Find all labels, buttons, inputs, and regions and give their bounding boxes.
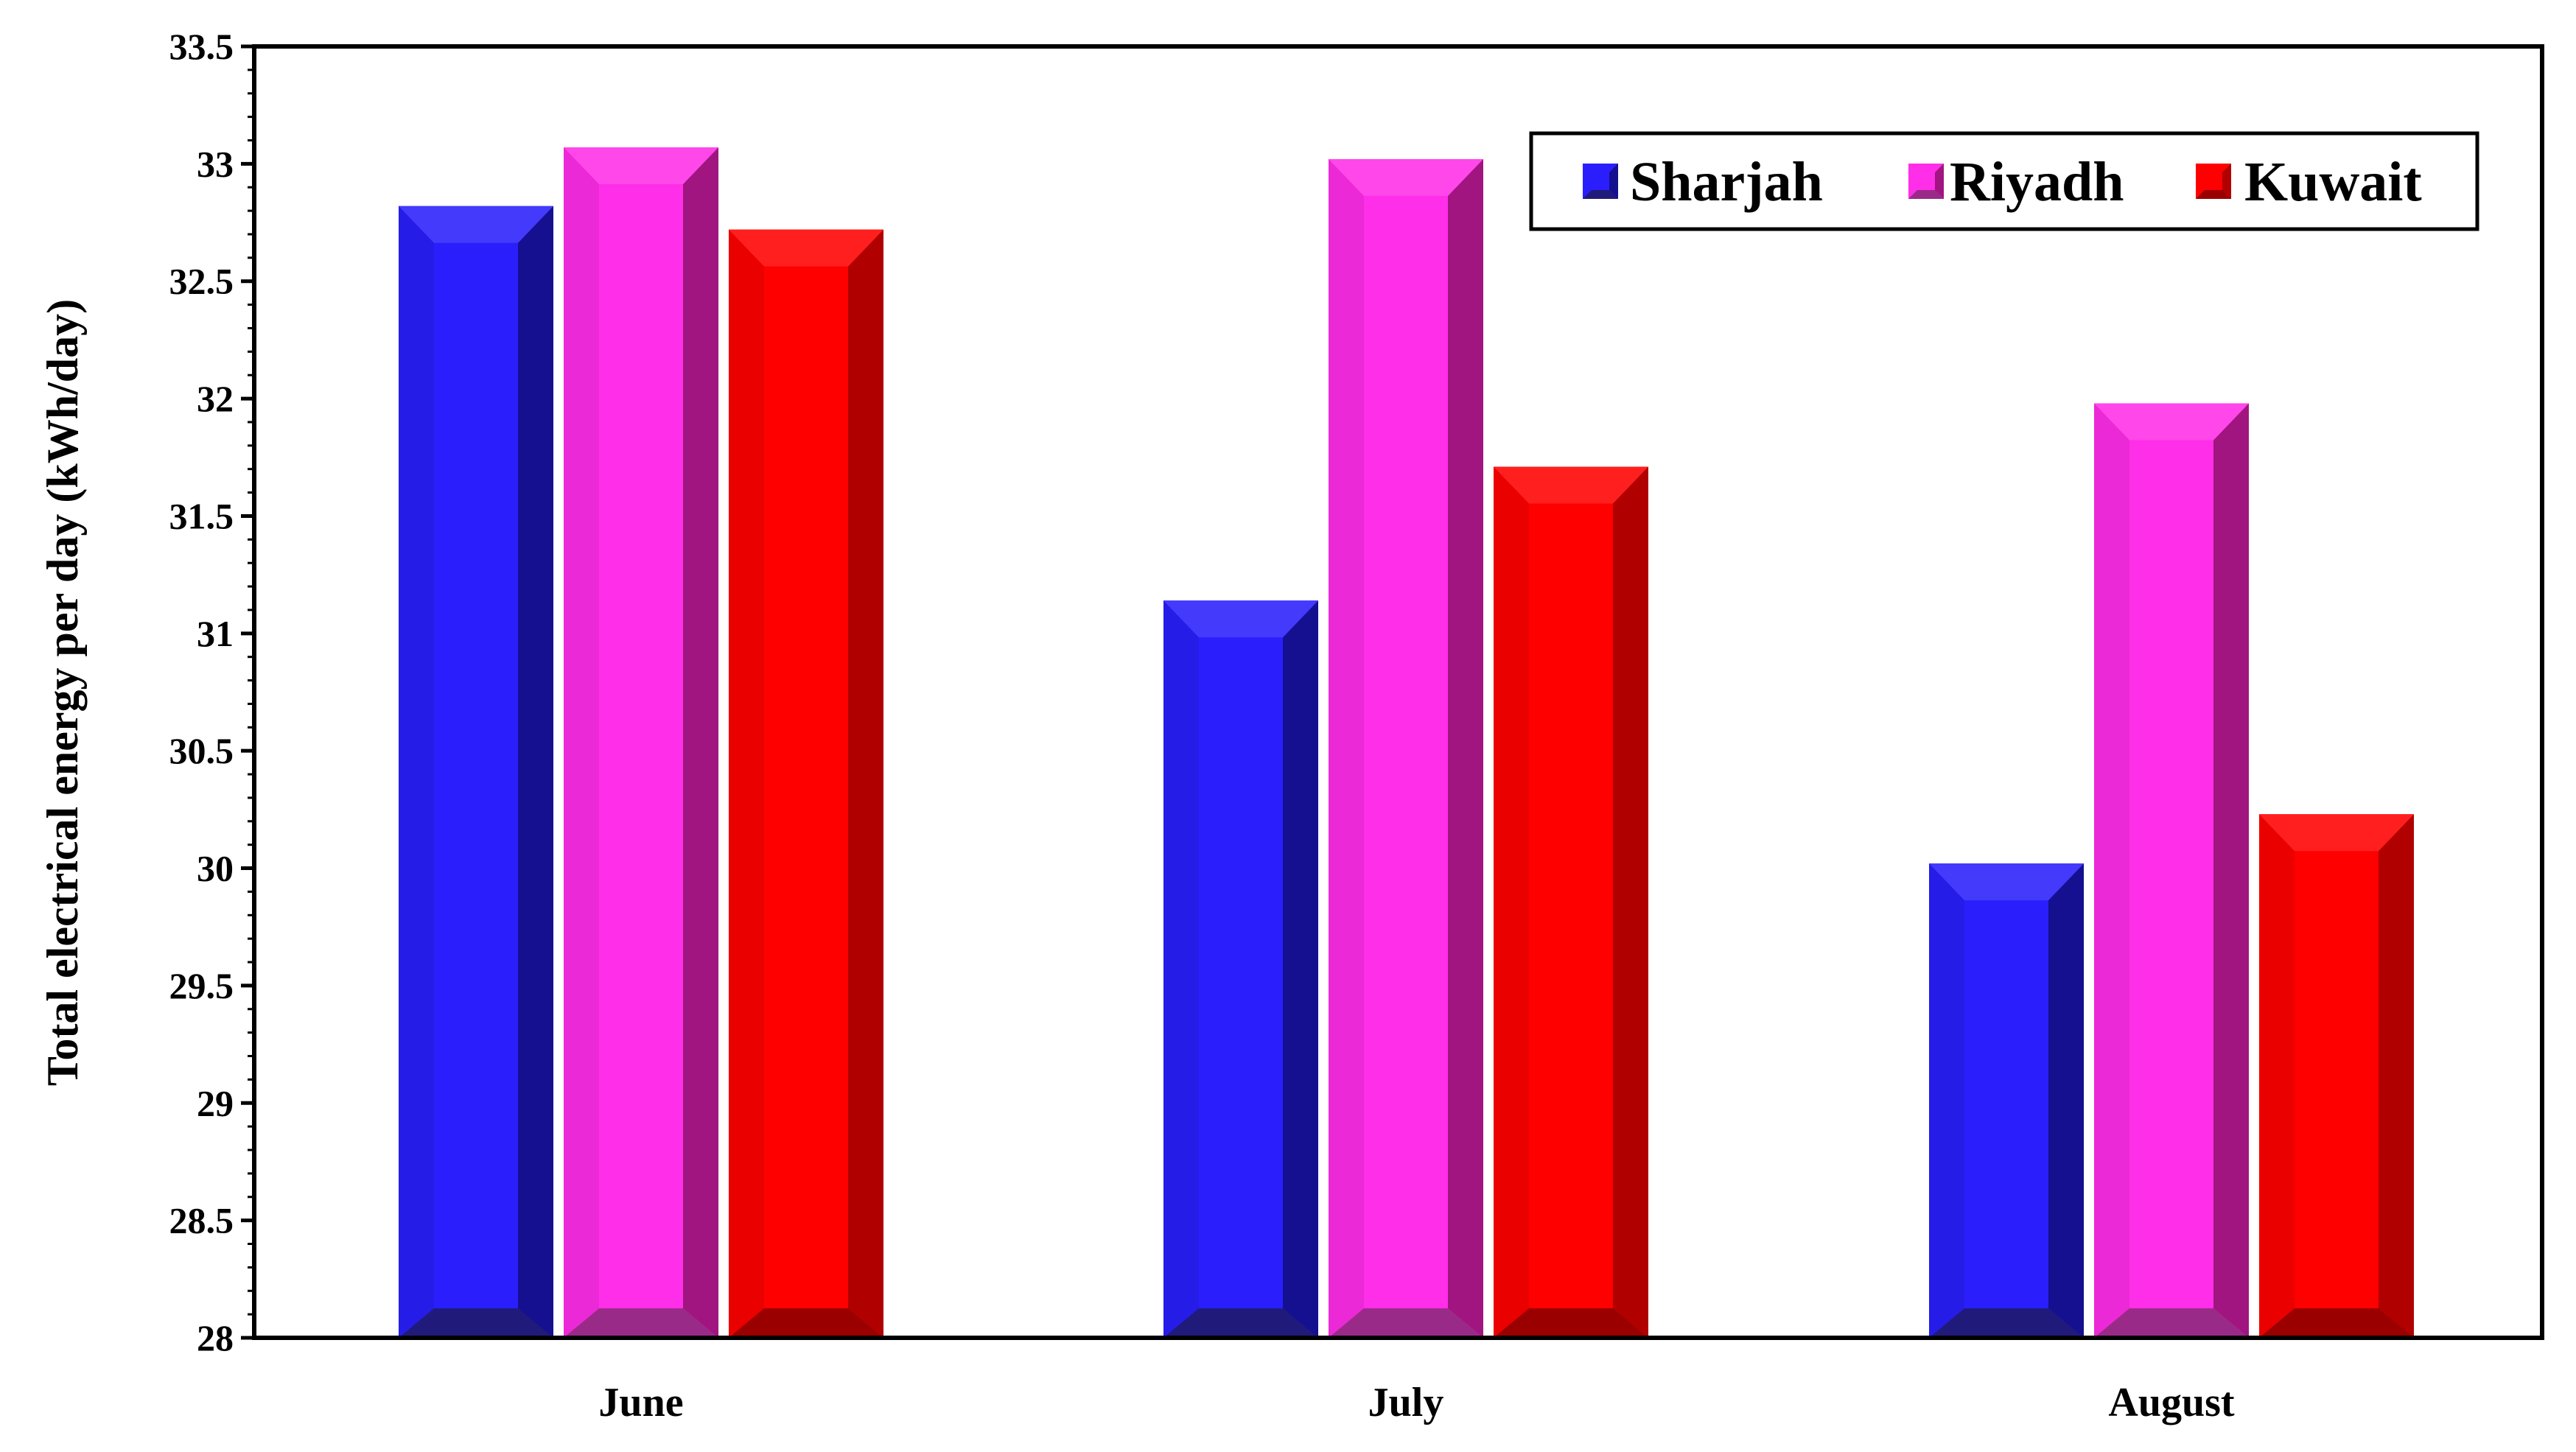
legend-box — [1529, 131, 2479, 231]
legend-item-kuwait: Kuwait — [2196, 151, 2422, 213]
bar-bevel-top — [2094, 403, 2249, 441]
bar-riyadh-june — [564, 147, 718, 1338]
bar-bevel-top — [1163, 600, 1318, 638]
legend-swatch-bevel — [2222, 164, 2231, 199]
bar-bevel-top-light — [729, 229, 883, 267]
bar-bevel-top-light — [1494, 466, 1648, 504]
legend-swatch-bevel-bottom — [2196, 190, 2231, 199]
y-tick-label: 33 — [197, 143, 234, 184]
bar-bevel-top — [1929, 863, 2084, 901]
y-tick-label: 28.5 — [169, 1200, 234, 1241]
y-tick-label: 32 — [197, 378, 234, 419]
legend: Sharjah Riyadh Kuwait — [1529, 131, 2479, 231]
bar-bevel-top — [564, 147, 718, 185]
bar-bevel-top-light — [399, 206, 553, 243]
bar-bevel-bottom — [1163, 1308, 1318, 1338]
plot-frame — [252, 44, 2544, 1340]
x-category-label: June — [598, 1380, 683, 1425]
x-category-label: July — [1368, 1380, 1444, 1425]
legend-swatch-bevel — [1935, 164, 1944, 199]
y-tick-label: 32.5 — [169, 261, 234, 302]
bar-bevel-bottom — [729, 1308, 883, 1338]
legend-label: Sharjah — [1630, 151, 1823, 213]
bar-bevel-left — [564, 147, 599, 1338]
legend-label: Kuwait — [2244, 151, 2422, 213]
bars-group — [399, 147, 2414, 1339]
y-tick-label: 33.5 — [169, 26, 234, 67]
y-tick-label: 31 — [197, 613, 234, 654]
y-tick-label: 31.5 — [169, 495, 234, 536]
bar-bevel-top-light — [1163, 600, 1318, 638]
bar-bevel-left-shade — [1163, 600, 1199, 1338]
bar-bevel-left — [2094, 403, 2129, 1338]
legend-item-riyadh: Riyadh — [1908, 151, 2124, 213]
bar-bevel-top — [1494, 466, 1648, 504]
bar-bevel-bottom — [1329, 1308, 1483, 1338]
bar-bevel-left-shade — [729, 229, 764, 1338]
bar-bevel-left-shade — [564, 147, 599, 1338]
y-axis-ticks: 28 28.5 29 29.5 30 30.5 31 31.5 32 32.5 33 33.5 — [169, 26, 254, 1358]
legend-swatch-bevel — [1609, 164, 1618, 199]
bar-bevel-left — [1929, 863, 1964, 1338]
y-tick-label: 29 — [197, 1082, 234, 1123]
bar-bevel-left-shade — [399, 206, 434, 1338]
bar-bevel-left-shade — [2259, 814, 2295, 1338]
bar-bevel-top-light — [1329, 158, 1483, 196]
bar-bevel-left — [2259, 814, 2295, 1338]
y-axis-title: Total electrical energy per day (kWh/day… — [38, 299, 87, 1086]
bar-bevel-top — [729, 229, 883, 267]
bar-bevel-top — [2259, 814, 2414, 852]
bar-sharjah-july — [1163, 600, 1318, 1338]
bar-bevel-left-shade — [2094, 403, 2129, 1338]
bar-kuwait-july — [1494, 466, 1648, 1339]
bar-bevel-right — [2048, 863, 2084, 1338]
bar-kuwait-june — [729, 229, 883, 1338]
bar-sharjah-august — [1929, 863, 2084, 1338]
bar-bevel-right — [1448, 158, 1483, 1338]
bar-bevel-bottom — [399, 1308, 553, 1338]
bar-bevel-left — [1494, 466, 1529, 1339]
bar-bevel-bottom — [2259, 1308, 2414, 1338]
bar-bevel-left — [399, 206, 434, 1338]
bar-bevel-top-light — [2259, 814, 2414, 852]
bar-kuwait-august — [2259, 814, 2414, 1338]
bar-bevel-bottom — [564, 1308, 718, 1338]
bar-bevel-bottom — [1929, 1308, 2084, 1338]
bar-bevel-right — [2213, 403, 2249, 1338]
bar-bevel-left — [1329, 158, 1364, 1338]
y-tick-label: 30.5 — [169, 730, 234, 771]
bar-bevel-top-light — [564, 147, 718, 185]
bar-bevel-left-shade — [1329, 158, 1364, 1338]
bar-bevel-bottom — [1494, 1308, 1648, 1338]
x-category-label: August — [2108, 1380, 2235, 1425]
bar-bevel-bottom — [2094, 1308, 2249, 1338]
bar-bevel-right — [1283, 600, 1318, 1338]
bar-riyadh-july — [1329, 158, 1483, 1338]
x-axis-labels: June July August — [598, 1380, 2235, 1425]
y-tick-label: 28 — [197, 1317, 234, 1358]
bar-bevel-right — [518, 206, 553, 1338]
bar-bevel-top-light — [2094, 403, 2249, 441]
bar-bevel-left — [1163, 600, 1199, 1338]
bar-bevel-left — [729, 229, 764, 1338]
bar-bevel-right — [683, 147, 718, 1338]
y-tick-label: 30 — [197, 848, 234, 889]
bar-bevel-left-shade — [1929, 863, 1964, 1338]
bar-bevel-right — [2379, 814, 2414, 1338]
y-tick-label: 29.5 — [169, 965, 234, 1006]
bar-bevel-right — [1613, 466, 1648, 1339]
bar-riyadh-august — [2094, 403, 2249, 1338]
bar-sharjah-june — [399, 206, 553, 1338]
legend-swatch-bevel-bottom — [1908, 190, 1944, 199]
bar-bevel-right — [848, 229, 883, 1338]
bar-bevel-top — [1329, 158, 1483, 196]
legend-swatch-bevel-bottom — [1583, 190, 1618, 199]
bar-bevel-top-light — [1929, 863, 2084, 901]
legend-item-sharjah: Sharjah — [1583, 151, 1823, 213]
bar-bevel-left-shade — [1494, 466, 1529, 1339]
bar-bevel-top — [399, 206, 553, 243]
legend-label: Riyadh — [1950, 151, 2124, 213]
